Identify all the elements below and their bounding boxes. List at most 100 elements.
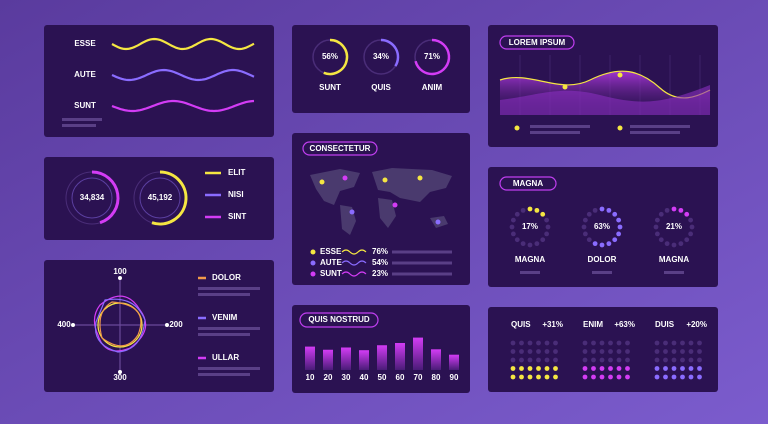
dot bbox=[680, 357, 685, 363]
dot bbox=[654, 366, 660, 371]
label: +20% bbox=[686, 320, 707, 329]
radar-point bbox=[118, 370, 122, 374]
dot bbox=[582, 357, 588, 363]
label: 30 bbox=[342, 373, 351, 382]
dot bbox=[608, 340, 613, 346]
dot bbox=[625, 374, 630, 380]
label: SINT bbox=[228, 212, 246, 221]
label: SUNT bbox=[319, 83, 341, 92]
dot bbox=[663, 374, 668, 380]
title-pill bbox=[499, 176, 557, 191]
dot bbox=[606, 241, 612, 247]
dot bbox=[616, 366, 622, 371]
dot bbox=[616, 374, 622, 380]
caption bbox=[198, 327, 260, 330]
ring bbox=[71, 177, 113, 219]
map-points bbox=[319, 175, 441, 225]
dot bbox=[663, 357, 668, 363]
dot bbox=[612, 211, 618, 217]
label: 34% bbox=[373, 52, 389, 61]
label: 20 bbox=[324, 373, 333, 382]
dot bbox=[544, 374, 550, 380]
dot bbox=[671, 349, 677, 354]
dot bbox=[534, 207, 540, 213]
label: QUIS bbox=[511, 320, 531, 329]
label: 60 bbox=[396, 373, 405, 382]
label: 45,192 bbox=[148, 193, 173, 202]
dot bbox=[697, 374, 702, 380]
dot bbox=[599, 206, 605, 212]
label: 200 bbox=[169, 320, 183, 329]
dot bbox=[519, 349, 524, 354]
label: 40 bbox=[360, 373, 369, 382]
ring-arc bbox=[91, 170, 120, 225]
label: AUTE bbox=[320, 258, 342, 267]
legend-dot bbox=[310, 260, 316, 266]
dot bbox=[664, 207, 670, 213]
dot bbox=[591, 340, 596, 346]
dot bbox=[514, 211, 520, 217]
dot bbox=[553, 340, 558, 346]
dot bbox=[680, 349, 685, 354]
dot bbox=[510, 374, 516, 380]
title-pill bbox=[302, 141, 378, 156]
dot bbox=[599, 242, 605, 248]
label: 90 bbox=[450, 373, 459, 382]
caption bbox=[198, 367, 260, 370]
dot bbox=[527, 366, 533, 371]
dot bbox=[654, 217, 660, 223]
label: MAGNA bbox=[513, 179, 543, 188]
dot bbox=[591, 366, 596, 371]
label: QUIS bbox=[371, 83, 391, 92]
dot bbox=[582, 374, 588, 380]
dot bbox=[671, 340, 677, 346]
label: 34,834 bbox=[80, 193, 105, 202]
title-pill bbox=[299, 312, 379, 328]
label: MAGNA bbox=[659, 255, 689, 264]
dot bbox=[608, 366, 613, 371]
dot bbox=[514, 237, 520, 243]
caption bbox=[392, 261, 452, 265]
label: DOLOR bbox=[212, 273, 241, 282]
dot bbox=[616, 231, 622, 237]
bar bbox=[395, 343, 405, 370]
dot bbox=[625, 366, 630, 371]
caption bbox=[198, 373, 250, 376]
dot bbox=[688, 366, 694, 371]
dot bbox=[658, 211, 664, 217]
dot bbox=[688, 357, 694, 363]
label: ESSE bbox=[74, 39, 96, 48]
dot bbox=[582, 349, 588, 354]
dot bbox=[510, 231, 516, 237]
dot bbox=[582, 231, 588, 237]
dot bbox=[582, 340, 588, 346]
dot bbox=[527, 357, 533, 363]
dot bbox=[608, 374, 613, 380]
dot bbox=[616, 217, 622, 223]
label: CONSECTETUR bbox=[310, 144, 371, 153]
dot bbox=[536, 340, 541, 346]
label: NISI bbox=[228, 190, 244, 199]
dot bbox=[544, 366, 550, 371]
ring-arc bbox=[151, 170, 188, 226]
wave bbox=[111, 68, 255, 82]
ring bbox=[139, 177, 181, 219]
dot bbox=[540, 211, 546, 217]
bar bbox=[413, 337, 423, 370]
dot bbox=[599, 340, 605, 346]
dot bbox=[625, 349, 630, 354]
dot bbox=[697, 366, 702, 371]
label: SUNT bbox=[320, 269, 342, 278]
label: ENIM bbox=[583, 320, 603, 329]
dot bbox=[545, 224, 551, 230]
label: AUTE bbox=[74, 70, 96, 79]
caption bbox=[62, 118, 102, 121]
dot bbox=[544, 217, 550, 223]
bar bbox=[305, 346, 315, 370]
label: ESSE bbox=[320, 247, 342, 256]
dot bbox=[689, 224, 695, 230]
dot bbox=[616, 357, 622, 363]
label: LOREM IPSUM bbox=[509, 38, 566, 47]
bar bbox=[341, 347, 351, 370]
